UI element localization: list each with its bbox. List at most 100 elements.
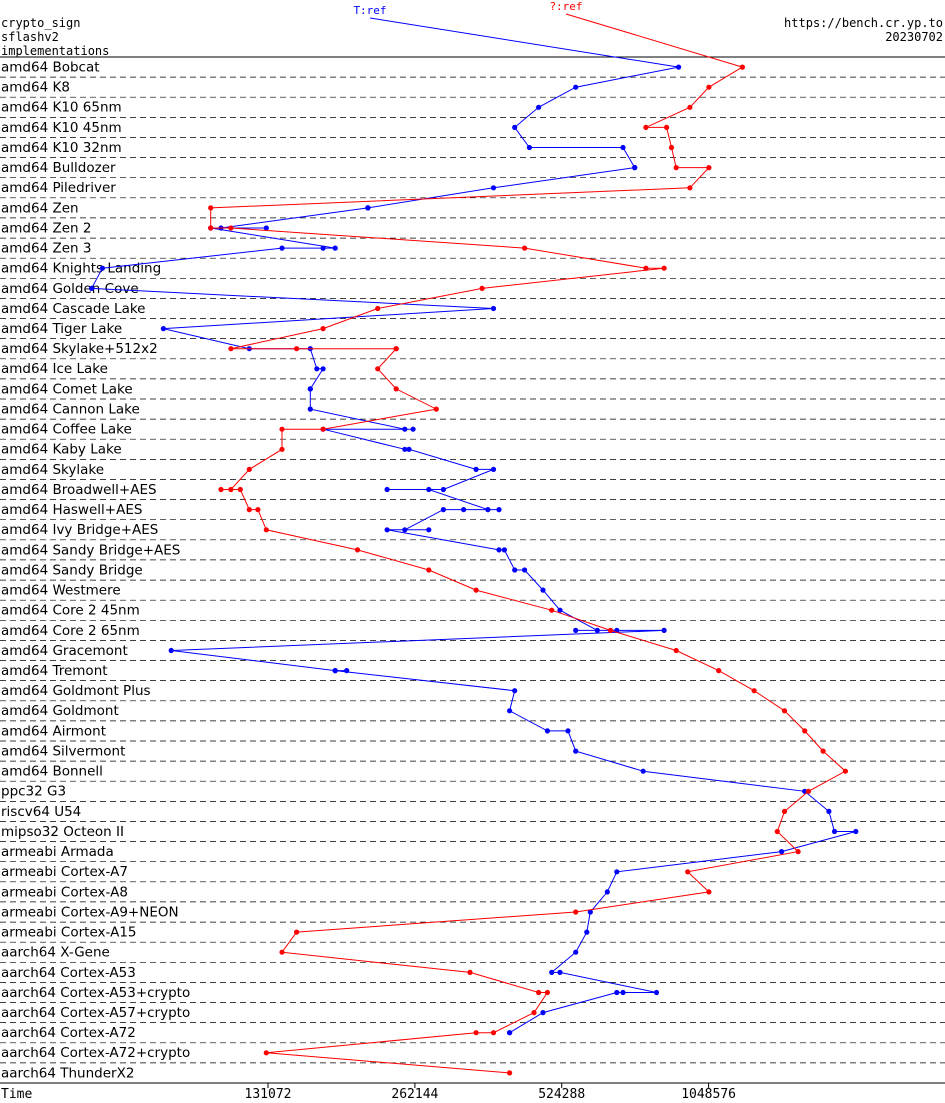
series-name-label: ?:ref [549,0,582,13]
data-point [584,929,590,935]
data-point [544,728,551,734]
data-point [802,728,808,734]
data-point [653,989,660,996]
data-point [228,486,234,493]
data-point [779,849,785,855]
category-label: amd64 K8 [1,80,70,96]
series-name-label: T:ref [353,4,386,17]
data-point [507,1070,513,1076]
data-point [573,909,579,915]
data-point [540,587,546,593]
data-point [461,507,467,513]
data-point [485,507,491,513]
data-point [512,688,518,694]
data-point [640,768,646,774]
data-point [536,104,542,110]
data-point [668,144,675,151]
data-point [805,788,812,794]
data-point [406,446,412,452]
data-point [473,587,479,593]
data-point [687,185,693,191]
category-label: amd64 Ice Lake [1,361,108,377]
category-label: amd64 Goldmont [1,703,119,719]
category-label: amd64 K10 32nm [1,140,122,156]
data-point [473,1030,479,1036]
data-point [294,346,300,352]
data-point [706,84,712,90]
data-point [531,1010,537,1016]
data-point [620,144,626,151]
data-point [831,828,838,835]
data-point [279,446,285,452]
header-primitive-label: crypto_sign [1,16,80,30]
data-point [467,969,473,976]
category-label: amd64 Kaby Lake [1,442,122,458]
category-rows: amd64 Bobcat amd64 K8 amd64 K10 65nm amd64 … [0,60,945,1084]
category-label: amd64 Sandy Bridge [1,562,143,578]
data-point [440,507,446,513]
header-implementation-label: sflashv2 [1,30,59,44]
data-point [573,84,579,90]
data-point [279,245,285,251]
data-point [607,627,614,634]
data-point [573,949,579,955]
data-point [676,64,682,70]
data-point [739,64,746,70]
data-point [255,507,261,513]
data-point [540,1010,546,1016]
data-point [332,245,338,251]
category-label: amd64 Core 2 45nm [1,603,140,619]
category-label: aarch64 Cortex-A53+crypto [1,985,190,1001]
data-point [393,386,399,392]
data-point [594,627,600,634]
data-point [781,708,788,714]
data-point [375,305,381,312]
category-label: amd64 Tiger Lake [1,321,122,337]
data-point [673,647,679,654]
header-source-url: https://bench.cr.yp.to [784,16,943,30]
category-label: amd64 Skylake+512x2 [1,341,158,357]
data-point [664,124,670,130]
data-point [490,185,497,191]
data-point [614,869,620,875]
data-point [344,668,350,674]
data-point [490,305,497,312]
data-point [490,1030,497,1036]
data-point [632,165,638,171]
data-point [620,989,626,996]
data-point [375,366,381,372]
data-point [687,104,693,110]
data-point [426,486,432,493]
category-label: aarch64 ThunderX2 [1,1065,134,1081]
category-label: amd64 Goldmont Plus [1,683,151,699]
data-point [410,426,416,432]
category-label: amd64 Bonnell [1,764,103,780]
category-label: amd64 Gracemont [1,643,128,659]
data-point [643,124,649,130]
category-label: amd64 K10 65nm [1,100,122,116]
category-label: armeabi Cortex-A9+NEON [1,904,179,920]
data-point [549,969,555,976]
data-point [802,788,808,794]
category-label: amd64 Tremont [1,663,108,679]
data-point [685,869,691,875]
category-label: amd64 K10 45nm [1,120,122,136]
data-point [853,828,859,835]
data-point [512,567,518,573]
header-date: 20230702 [885,30,943,44]
data-point [661,627,667,634]
data-point [440,486,446,493]
data-point [706,889,712,895]
data-point [246,507,252,513]
data-point [279,426,285,432]
category-label: riscv64 U54 [1,804,81,820]
data-point [557,969,563,976]
category-label: ppc32 G3 [1,784,66,800]
data-point [246,466,252,472]
series-layer: T:ref ?:ref [89,0,859,1076]
data-point [587,909,593,915]
data-point [512,124,518,130]
category-label: amd64 Bobcat [1,60,100,76]
data-point [263,527,269,533]
